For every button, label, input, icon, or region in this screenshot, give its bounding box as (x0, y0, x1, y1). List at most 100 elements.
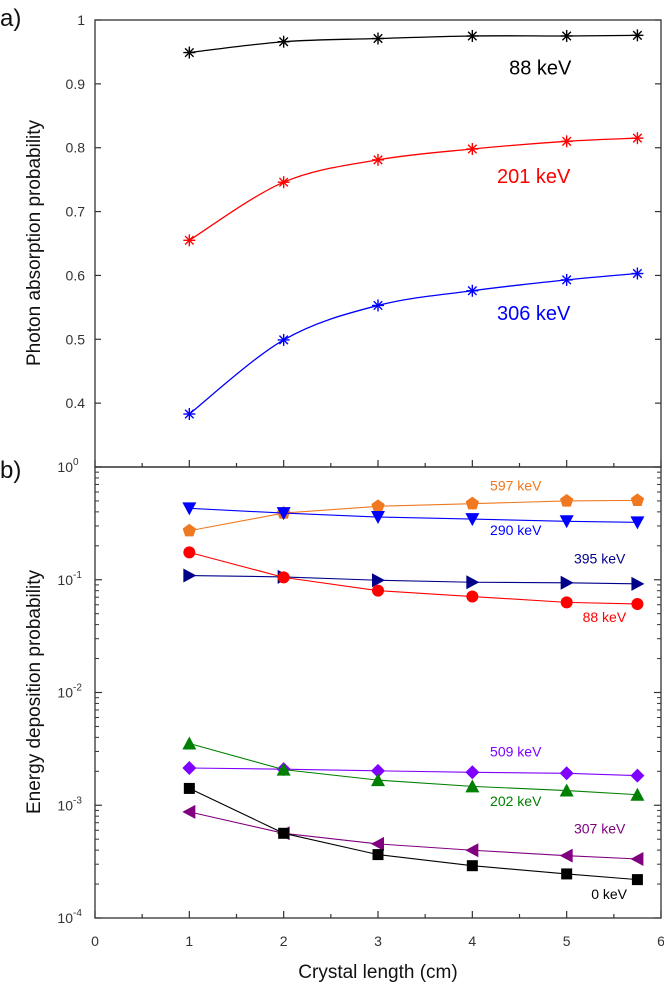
asterisk-stroke (632, 133, 643, 143)
y-tick-label: 0.5 (66, 331, 86, 347)
square-marker (372, 849, 384, 861)
triangle-up-marker (182, 736, 197, 750)
series-line (189, 34, 638, 54)
asterisk-stroke (373, 33, 383, 44)
y-tick-label: 0.7 (66, 204, 86, 220)
asterisk-marker (277, 333, 290, 346)
series-290-kev: 290 keV (182, 502, 645, 538)
x-tick-label: 1 (185, 933, 193, 949)
series-307-kev: 307 keV (182, 804, 644, 866)
asterisk-stroke (184, 47, 195, 58)
asterisk-stroke (184, 409, 195, 419)
square-marker (278, 827, 290, 839)
asterisk-marker (560, 135, 573, 148)
triangle-up-marker (371, 773, 385, 787)
x-tick-label: 0 (91, 933, 99, 949)
x-tick-label: 5 (563, 933, 571, 949)
asterisk-stroke (561, 275, 572, 285)
series-395-kev: 395 keV (183, 550, 645, 591)
pentagon-marker (560, 493, 574, 507)
series-line (188, 137, 638, 241)
series-201-kev: 201 keV (183, 132, 644, 247)
pentagon-marker (465, 496, 479, 510)
asterisk-marker (466, 142, 479, 155)
pentagon-marker (371, 499, 385, 512)
series-label: 395 keV (574, 550, 626, 566)
triangle-up-marker (559, 783, 574, 797)
triangle-right-marker (372, 573, 385, 588)
series-line (189, 811, 638, 860)
asterisk-marker (631, 29, 644, 42)
y-tick-label: 10 (57, 459, 73, 475)
triangle-down-marker (630, 516, 645, 530)
triangle-left-marker (465, 843, 479, 858)
panel-a-absorption: 0.4 0.5 0.6 0.7 0.8 0.9 1 88 keV 201 keV 306 keV (66, 12, 662, 468)
asterisk-stroke (278, 335, 289, 345)
y-tick-label: 0.6 (66, 267, 86, 283)
y-axis-label-a: Photon absorption probability (24, 119, 45, 366)
series-label: 306 keV (497, 303, 571, 325)
triangle-left-marker (559, 848, 573, 863)
y-axis-label-b: Energy deposition probability (24, 570, 45, 814)
y-tick-label: 10 (57, 685, 73, 701)
asterisk-stroke (561, 31, 572, 41)
y-tick-label: 10 (57, 572, 73, 588)
x-tick-label: 6 (657, 933, 664, 949)
asterisk-marker (372, 32, 384, 45)
y-tick-label: 0.8 (66, 140, 86, 156)
panel-label-b: b) (0, 457, 21, 484)
series-line (189, 499, 638, 532)
triangle-right-marker (183, 568, 197, 583)
series-label: 290 keV (490, 522, 542, 538)
triangle-left-marker (182, 804, 196, 819)
series-88-kev: 88 keV (183, 29, 644, 79)
series-202-kev: 202 keV (182, 736, 645, 809)
triangle-left-marker (371, 836, 384, 851)
y-tick-label: 0.9 (66, 76, 86, 92)
series-label: 0 keV (591, 886, 627, 902)
triangle-right-marker (560, 575, 574, 590)
asterisk-marker (277, 176, 290, 189)
series-line (188, 272, 638, 415)
triangle-right-marker (631, 576, 645, 591)
series-label: 88 keV (583, 609, 627, 625)
circle-marker (277, 571, 290, 584)
asterisk-marker (183, 407, 196, 420)
diamond-marker (371, 763, 385, 778)
triangle-up-marker (465, 779, 480, 793)
diamond-marker (182, 760, 197, 775)
triangle-down-marker (465, 513, 480, 527)
y-tick-exponent: 0 (73, 457, 79, 468)
triangle-up-marker (630, 787, 645, 801)
series-306-kev: 306 keV (183, 267, 644, 420)
series-line (189, 767, 638, 777)
series-597-kev: 597 keV (182, 477, 645, 537)
series-line (189, 574, 638, 585)
diamond-marker (630, 768, 645, 783)
triangle-down-marker (276, 507, 291, 521)
y-tick-exponent: -2 (73, 683, 82, 694)
triangle-up-marker (276, 762, 291, 776)
y-tick-exponent: -4 (73, 908, 82, 919)
asterisk-marker (560, 273, 573, 286)
y-tick-exponent: -3 (73, 795, 82, 806)
asterisk-marker (183, 234, 196, 247)
triangle-right-marker (466, 575, 480, 590)
y-tick-label: 1 (77, 12, 85, 28)
asterisk-marker (372, 299, 384, 312)
series-label: 88 keV (509, 57, 572, 79)
series-line (189, 742, 638, 796)
diamond-marker (559, 766, 574, 781)
series-label: 201 keV (497, 166, 571, 188)
asterisk-stroke (373, 155, 383, 165)
diamond-marker (465, 765, 480, 780)
asterisk-marker (466, 29, 479, 42)
square-marker (631, 874, 643, 886)
asterisk-marker (183, 46, 196, 59)
pentagon-marker (630, 493, 645, 507)
asterisk-stroke (278, 177, 289, 187)
asterisk-stroke (373, 300, 383, 311)
series-509-kev: 509 keV (182, 744, 645, 783)
x-axis-label: Crystal length (cm) (298, 962, 457, 983)
